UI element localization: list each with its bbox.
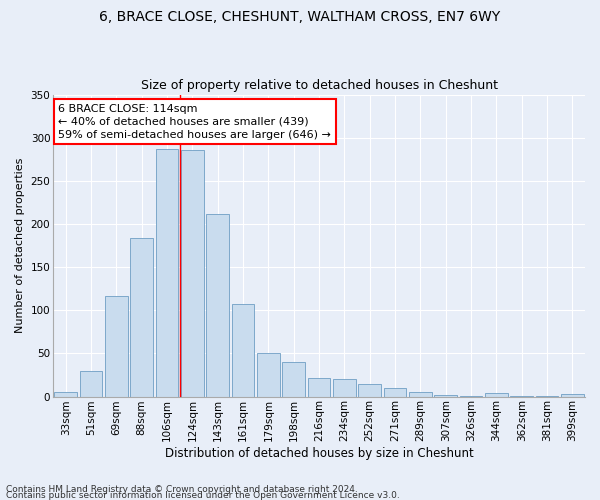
Bar (358, 384, 381, 396)
Bar (561, 394, 584, 396)
Bar (409, 392, 432, 396)
Text: Contains public sector information licensed under the Open Government Licence v3: Contains public sector information licen… (6, 490, 400, 500)
Text: 6 BRACE CLOSE: 114sqm
← 40% of detached houses are smaller (439)
59% of semi-det: 6 BRACE CLOSE: 114sqm ← 40% of detached … (58, 104, 331, 140)
Bar (333, 380, 356, 396)
Y-axis label: Number of detached properties: Number of detached properties (15, 158, 25, 333)
Bar (485, 393, 508, 396)
Title: Size of property relative to detached houses in Cheshunt: Size of property relative to detached ho… (140, 79, 497, 92)
Bar (181, 150, 204, 396)
Bar (283, 362, 305, 396)
Text: Contains HM Land Registry data © Crown copyright and database right 2024.: Contains HM Land Registry data © Crown c… (6, 484, 358, 494)
Bar (257, 354, 280, 397)
Bar (80, 370, 103, 396)
X-axis label: Distribution of detached houses by size in Cheshunt: Distribution of detached houses by size … (164, 447, 473, 460)
Bar (232, 304, 254, 396)
Bar (308, 378, 331, 396)
Bar (434, 395, 457, 396)
Bar (130, 238, 153, 396)
Bar (105, 296, 128, 396)
Bar (383, 388, 406, 396)
Bar (155, 149, 178, 396)
Text: 6, BRACE CLOSE, CHESHUNT, WALTHAM CROSS, EN7 6WY: 6, BRACE CLOSE, CHESHUNT, WALTHAM CROSS,… (100, 10, 500, 24)
Bar (55, 392, 77, 396)
Bar (206, 214, 229, 396)
